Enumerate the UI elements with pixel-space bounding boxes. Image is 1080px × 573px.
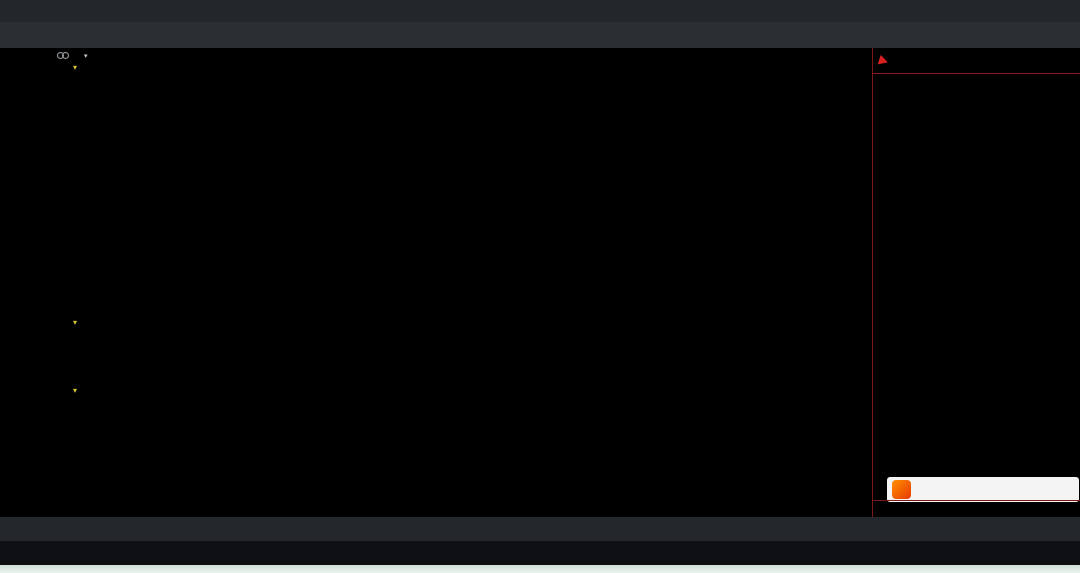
kline-chart[interactable]: ▾ ▾ ▾ — [65, 62, 865, 492]
sogou-logo-icon[interactable] — [892, 480, 911, 499]
maximize-button[interactable] — [1020, 0, 1050, 22]
quote-panel-tabs — [873, 500, 1080, 517]
chart-subheader: ▾ — [30, 48, 872, 62]
cjl-indicator-row: ▾ — [73, 318, 78, 327]
ime-bar[interactable] — [887, 477, 1079, 502]
link-icon — [56, 51, 70, 59]
price-axis-gutter — [30, 62, 63, 508]
date-axis — [65, 494, 865, 510]
pointer-arrow-icon — [877, 54, 890, 67]
boll-indicator-row: ▾ — [73, 63, 78, 72]
chart-area: ▾ ▾ ▾ ▾ — [30, 48, 872, 517]
main-toolbar — [0, 22, 1080, 48]
taskbar-edge — [0, 565, 1080, 573]
macd-indicator-row: ▾ — [73, 386, 78, 395]
minimize-button[interactable] — [990, 0, 1020, 22]
market-tab-bar — [0, 517, 1080, 541]
quote-panel — [872, 48, 1080, 517]
left-sidebar — [0, 48, 30, 517]
period-selector[interactable]: ▾ — [84, 52, 88, 60]
close-button[interactable] — [1050, 0, 1080, 22]
status-bar — [0, 541, 1080, 565]
title-bar — [0, 0, 1080, 22]
quote-title — [873, 48, 1080, 74]
